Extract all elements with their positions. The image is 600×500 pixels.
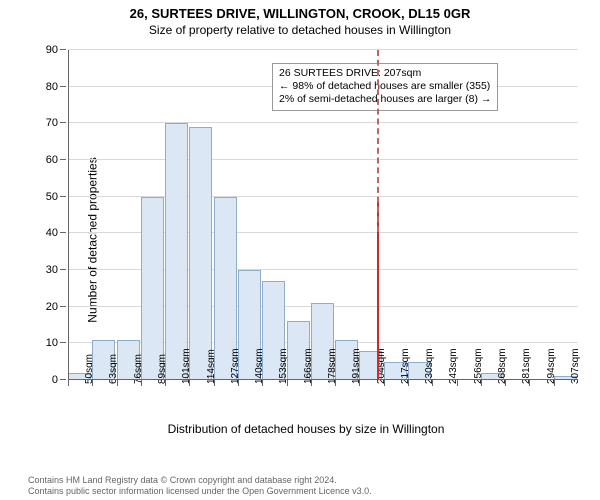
x-tick xyxy=(68,380,69,386)
x-tick xyxy=(92,380,93,386)
chart-area: Number of detached properties 0102030405… xyxy=(28,46,584,434)
y-tick-label: 70 xyxy=(46,117,68,129)
annotation-box: 26 SURTEES DRIVE: 207sqm ← 98% of detach… xyxy=(272,63,498,110)
x-tick xyxy=(457,380,458,386)
y-tick-label: 10 xyxy=(46,337,68,349)
chart-title: 26, SURTEES DRIVE, WILLINGTON, CROOK, DL… xyxy=(0,6,600,21)
chart-title-block: 26, SURTEES DRIVE, WILLINGTON, CROOK, DL… xyxy=(0,0,600,37)
chart-subtitle: Size of property relative to detached ho… xyxy=(0,23,600,37)
x-tick xyxy=(189,380,190,386)
y-tick-label: 30 xyxy=(46,264,68,276)
y-tick-label: 80 xyxy=(46,81,68,93)
x-tick xyxy=(165,380,166,386)
x-tick xyxy=(311,380,312,386)
x-tick xyxy=(335,380,336,386)
annotation-line3: 2% of semi-detached houses are larger (8… xyxy=(279,93,491,106)
x-tick xyxy=(238,380,239,386)
x-tick xyxy=(214,380,215,386)
y-tick-label: 20 xyxy=(46,301,68,313)
x-tick xyxy=(384,380,385,386)
x-tick xyxy=(287,380,288,386)
annotation-line1: 26 SURTEES DRIVE: 207sqm xyxy=(279,67,491,80)
x-tick xyxy=(408,380,409,386)
x-tick xyxy=(554,380,555,386)
y-tick-label: 90 xyxy=(46,44,68,56)
x-tick xyxy=(481,380,482,386)
x-axis-label: Distribution of detached houses by size … xyxy=(28,422,584,436)
y-tick-label: 0 xyxy=(52,374,68,386)
x-tick xyxy=(359,380,360,386)
y-tick-label: 60 xyxy=(46,154,68,166)
plot-area: 0102030405060708090 50sqm63sqm76sqm89sqm… xyxy=(68,50,578,380)
x-tick xyxy=(432,380,433,386)
marker-dash xyxy=(377,50,379,232)
x-tick xyxy=(262,380,263,386)
x-tick xyxy=(505,380,506,386)
y-tick-label: 40 xyxy=(46,227,68,239)
annotation-line2: ← 98% of detached houses are smaller (35… xyxy=(279,80,491,93)
footer: Contains HM Land Registry data © Crown c… xyxy=(28,475,590,496)
x-tick xyxy=(141,380,142,386)
x-tick xyxy=(529,380,530,386)
overlay: 26 SURTEES DRIVE: 207sqm ← 98% of detach… xyxy=(68,50,578,380)
footer-line2: Contains public sector information licen… xyxy=(28,486,590,496)
x-tick xyxy=(117,380,118,386)
y-tick-label: 50 xyxy=(46,191,68,203)
footer-line1: Contains HM Land Registry data © Crown c… xyxy=(28,475,590,485)
